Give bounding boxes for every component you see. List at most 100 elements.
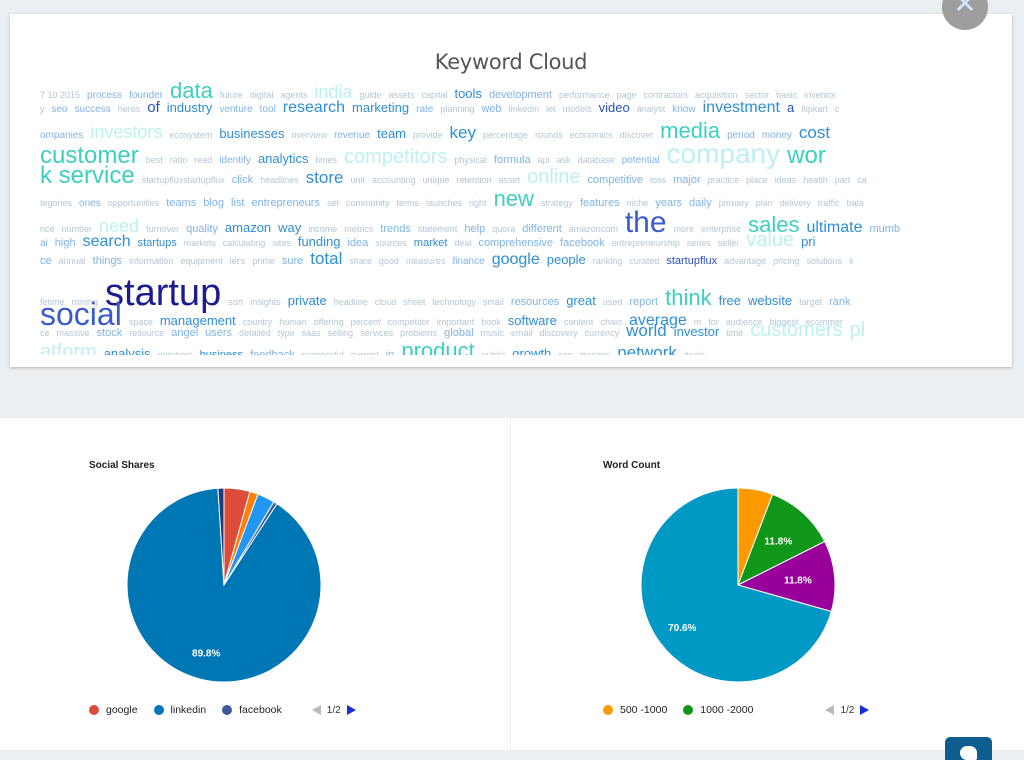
- keyword: total: [310, 249, 343, 268]
- keyword: entrepreneurship: [611, 238, 680, 248]
- keyword: public: [481, 350, 506, 356]
- previous-page-icon[interactable]: [311, 705, 321, 715]
- word-count-legend: 500 -1000 1000 -2000 1/2: [603, 704, 870, 716]
- keyword: delivery: [779, 198, 811, 208]
- keyword: important: [436, 317, 475, 327]
- keyword: percentage: [483, 130, 529, 140]
- cloud-line: ai high search startups markets calculating si…: [40, 230, 823, 250]
- keyword: retention: [456, 175, 492, 185]
- keyword: c: [834, 104, 840, 114]
- pie-slice[interactable]: [736, 540, 836, 613]
- pie-data-label: 89.8%: [192, 649, 220, 660]
- keyword: percent: [350, 317, 381, 327]
- word-count-title: Word Count: [603, 460, 661, 471]
- keyword: ecosystem: [169, 130, 213, 140]
- keyword: web: [481, 103, 502, 115]
- pie-slice[interactable]: [737, 493, 826, 587]
- keyword: in: [385, 349, 395, 356]
- keyword: discover: [619, 130, 654, 140]
- keyword: agents: [280, 90, 308, 100]
- keyword: primary: [718, 198, 749, 208]
- keyword: deal: [454, 238, 472, 248]
- keyword: unit: [350, 175, 365, 185]
- keyword: detailed: [239, 328, 271, 338]
- keyword: startupfluxstartupflux: [141, 175, 225, 185]
- pie-data-label: 11.8%: [764, 536, 792, 547]
- keyword: annual: [58, 256, 86, 266]
- keyword: for: [708, 317, 719, 327]
- keyword: atform: [40, 341, 97, 355]
- keyword: ca: [857, 175, 867, 185]
- keyword: entrepreneurs: [251, 197, 320, 209]
- keyword: database: [577, 155, 615, 165]
- keyword: content: [563, 317, 594, 327]
- keyword: niche: [626, 198, 649, 208]
- keyword: share: [349, 256, 372, 266]
- keyword: potential: [621, 155, 660, 166]
- cloud-line: customer best ratio read identify analytics ti…: [40, 140, 833, 168]
- keyword: ecommer: [805, 317, 843, 327]
- keyword: good: [378, 256, 399, 266]
- keyword: cloud: [374, 297, 397, 307]
- keyword: ai: [40, 238, 48, 249]
- keyword: income: [308, 224, 338, 234]
- next-page-icon[interactable]: [346, 705, 356, 715]
- keyword: models: [562, 104, 592, 114]
- keyword: audience: [725, 317, 763, 327]
- keyword: more: [673, 224, 695, 234]
- keyword: sort: [228, 297, 244, 307]
- keyword: way: [278, 220, 302, 235]
- keyword: li: [849, 256, 854, 266]
- pie-slice[interactable]: [126, 487, 322, 683]
- keyword: enterprise: [701, 224, 742, 234]
- keyword: right: [469, 198, 487, 208]
- keyword: venture: [219, 104, 253, 115]
- keyword: founder: [129, 90, 163, 101]
- keyword: features: [579, 197, 620, 209]
- keyword: investment: [702, 99, 780, 116]
- keyword: equipment: [180, 256, 223, 266]
- keyword: tool: [259, 104, 276, 115]
- keyword: pl: [849, 319, 866, 341]
- keyword: markets: [183, 238, 216, 248]
- legend-label: facebook: [239, 704, 282, 716]
- keyword: biggest: [769, 317, 799, 327]
- keyword: average: [628, 312, 687, 329]
- keyword: digital: [249, 90, 274, 100]
- keyword: strategy: [540, 198, 573, 208]
- keyword: services: [360, 328, 394, 338]
- chat-button[interactable]: [945, 737, 992, 760]
- keyword-cloud-title: Keyword Cloud: [434, 50, 588, 74]
- keyword: headline: [333, 297, 368, 307]
- keyword: part: [834, 175, 851, 185]
- keyword: different: [522, 223, 562, 235]
- pie-slice[interactable]: [640, 487, 832, 683]
- keyword: flipkart: [801, 104, 828, 114]
- keyword: k service: [40, 162, 135, 189]
- keyword: tools: [454, 86, 482, 101]
- keyword-cloud-card: Keyword Cloud 7 10 2015 process founder dat…: [10, 14, 1012, 367]
- keyword: management: [159, 313, 236, 328]
- keyword: list: [231, 197, 245, 209]
- keyword: mumb: [869, 223, 901, 235]
- keyword: planning: [440, 104, 475, 114]
- keyword: launches: [426, 198, 463, 208]
- pie-slice[interactable]: [217, 487, 225, 586]
- keyword: period: [727, 130, 755, 141]
- keyword: seller: [717, 238, 740, 248]
- keyword: free: [718, 293, 742, 308]
- previous-page-icon[interactable]: [825, 705, 835, 715]
- keyword: successful: [301, 350, 344, 356]
- legend-item-google: google: [89, 704, 138, 716]
- keyword: practice: [707, 175, 740, 185]
- keyword: blog: [203, 197, 225, 209]
- keyword: metrics: [344, 224, 374, 234]
- legend-dot: [89, 705, 99, 715]
- keyword: asset: [498, 175, 521, 185]
- keyword: angel: [171, 327, 199, 339]
- social-shares-title: Social Shares: [89, 460, 155, 471]
- keyword: social: [40, 296, 122, 332]
- keyword: customers: [750, 319, 843, 341]
- keyword: google: [491, 251, 540, 268]
- next-page-icon[interactable]: [860, 705, 870, 715]
